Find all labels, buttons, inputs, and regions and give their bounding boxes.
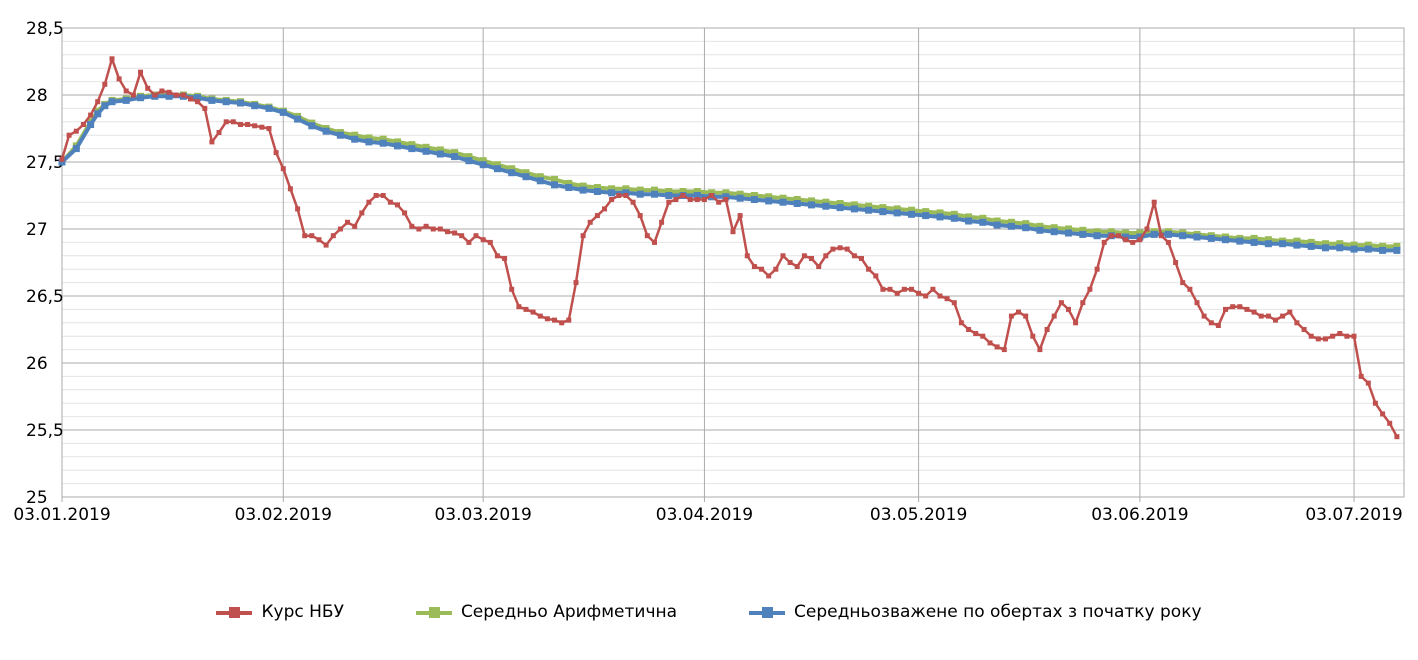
legend-item-kurs-nbu: Курс НБУ xyxy=(216,602,344,622)
legend-label: Середньозважене по обертах з початку рок… xyxy=(794,602,1202,622)
legend-label: Курс НБУ xyxy=(261,602,344,622)
svg-text:28,5: 28,5 xyxy=(26,19,64,39)
svg-text:25: 25 xyxy=(26,488,48,508)
svg-text:03.02.2019: 03.02.2019 xyxy=(235,505,332,525)
svg-text:25,5: 25,5 xyxy=(26,421,64,441)
chart-legend: Курс НБУ Середньо Арифметична Середньозв… xyxy=(0,602,1418,622)
svg-text:26,5: 26,5 xyxy=(26,287,64,307)
legend-item-weighted-mean: Середньозважене по обертах з початку рок… xyxy=(749,602,1202,622)
svg-text:28: 28 xyxy=(26,86,48,106)
blue-line-marker-icon xyxy=(749,606,786,619)
svg-text:27: 27 xyxy=(26,220,48,240)
svg-text:03.01.2019: 03.01.2019 xyxy=(13,505,110,525)
svg-text:03.07.2019: 03.07.2019 xyxy=(1305,505,1402,525)
svg-text:03.04.2019: 03.04.2019 xyxy=(656,505,753,525)
svg-text:03.05.2019: 03.05.2019 xyxy=(870,505,967,525)
legend-item-arithmetic-mean: Середньо Арифметична xyxy=(415,602,678,622)
red-line-marker-icon xyxy=(216,606,253,619)
svg-text:26: 26 xyxy=(26,354,48,374)
green-line-marker-icon xyxy=(415,606,452,619)
svg-text:03.03.2019: 03.03.2019 xyxy=(434,505,531,525)
svg-text:27,5: 27,5 xyxy=(26,153,64,173)
svg-text:03.06.2019: 03.06.2019 xyxy=(1091,505,1188,525)
legend-label: Середньо Арифметична xyxy=(460,602,678,622)
